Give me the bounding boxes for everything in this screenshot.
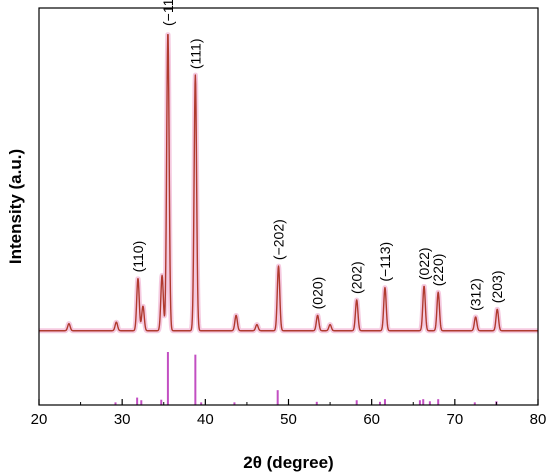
peak-label: (020) [310,277,326,310]
pattern-curve-glow [36,32,541,334]
x-tick-label: 50 [280,411,297,428]
peak-label: (022) [416,247,432,280]
peak-labels: (110) (−111) (111) (−202) (020) (202) (−113) (0… [130,0,505,311]
peak-label: (312) [468,278,484,311]
pattern-curve [38,33,539,332]
peak-label: (−202) [271,219,287,260]
peak-label: (−111) [160,0,176,26]
peak-label: (203) [489,271,505,304]
plot-frame [38,7,539,406]
peak-label: (110) [130,241,146,273]
x-tick-label: 80 [530,411,547,428]
peak-label: (220) [430,254,446,287]
x-axis-ticks: 20 30 40 50 60 70 80 [31,399,547,428]
x-tick-label: 70 [446,411,463,428]
x-tick-label: 20 [31,411,48,428]
x-tick-label: 30 [114,411,131,428]
reference-sticks [114,352,498,405]
peak-label: (202) [349,261,365,294]
x-tick-label: 40 [197,411,214,428]
x-tick-label: 60 [363,411,380,428]
x-axis-title: 2θ (degree) [243,453,333,472]
peak-label: (−113) [377,242,393,282]
peak-label: (111) [187,39,203,70]
y-axis-title: Intensity (a.u.) [6,149,25,264]
